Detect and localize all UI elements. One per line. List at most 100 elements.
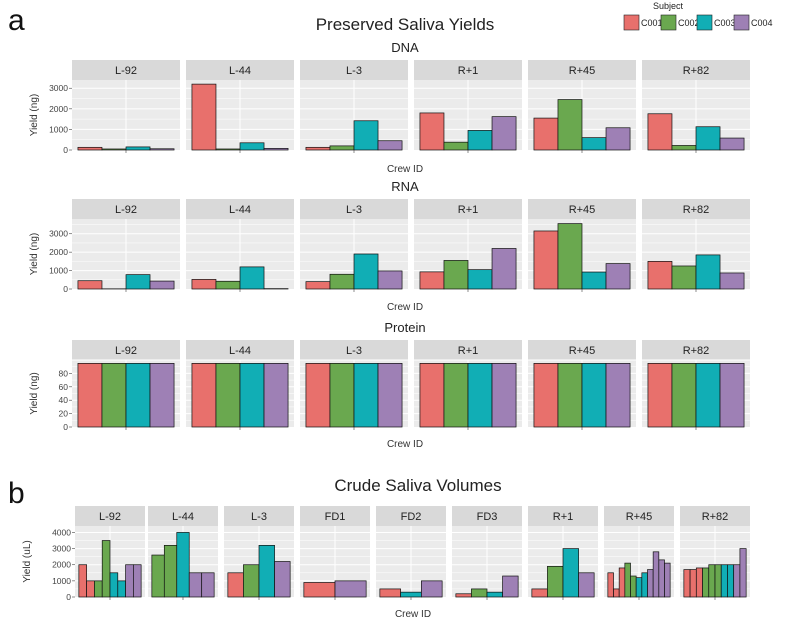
- bar-c004: [491, 363, 517, 428]
- facet-crude-saliva-volumes-r45: R+45: [604, 506, 674, 600]
- bar-c004: [719, 272, 745, 290]
- bar-c001: [305, 363, 331, 428]
- facet-label: FD3: [477, 511, 498, 523]
- bar-c002: [215, 363, 241, 428]
- bar-c003: [486, 591, 503, 598]
- facet-strip: [414, 60, 522, 80]
- facet-strip: [300, 60, 408, 80]
- crude-saliva-volumes-ytick-label: 1000: [52, 576, 71, 586]
- bar-c001: [689, 569, 697, 598]
- bar-c003: [239, 363, 265, 428]
- facet-crude-saliva-volumes-l3: L-3: [224, 506, 294, 600]
- facet-dna-r1: R+1: [414, 60, 522, 153]
- bar-c002: [714, 564, 722, 598]
- facet-rna-l44: L-44: [186, 199, 294, 292]
- bar-c002: [101, 540, 111, 598]
- bar-c002: [547, 565, 564, 598]
- crude-saliva-volumes-ytick-label: 0: [66, 592, 71, 602]
- bar-c001: [455, 593, 472, 598]
- bar-c004: [664, 562, 671, 598]
- title-crude-volumes: Crude Saliva Volumes: [334, 476, 501, 495]
- bar-c002: [443, 141, 469, 151]
- dna-ylabel: Yield (ng): [29, 94, 40, 136]
- facet-protein-l3: L-3: [300, 340, 408, 430]
- protein-ytick-label: 80: [59, 368, 69, 378]
- dna-ytick-label: 2000: [49, 104, 68, 114]
- bar-c001: [78, 564, 87, 598]
- crude-volume-panel: Yield (uL) 0 1000 2000 3000 4000 Crew ID L-92 L-…: [22, 506, 750, 620]
- bar-c003: [727, 564, 735, 598]
- facet-strip: [528, 199, 636, 219]
- facet-crude-saliva-volumes-r1: R+1: [528, 506, 598, 600]
- bar-c003: [467, 130, 493, 151]
- bar-c002: [471, 588, 488, 598]
- bar-c001: [86, 580, 95, 598]
- facet-strip: [642, 60, 750, 80]
- bar-c003: [400, 591, 422, 598]
- facet-label: R+82: [702, 511, 729, 523]
- bar-c004: [605, 127, 631, 151]
- facet-label: R+1: [458, 65, 479, 77]
- facet-protein-l44: L-44: [186, 340, 294, 430]
- facet-strip: [186, 60, 294, 80]
- facet-label: R+1: [553, 511, 574, 523]
- dna-panel: DNA Yield (ng) 0 1000 2000 3000 Crew ID L-92 L-4…: [29, 40, 750, 175]
- bar-c002: [557, 363, 583, 428]
- facet-label: L-92: [115, 204, 137, 216]
- rna-panel: RNA Yield (ng) 0 1000 2000 3000 Crew ID L-92 L-4…: [29, 179, 750, 313]
- bar-c001: [618, 567, 626, 598]
- facet-label: L-92: [115, 65, 137, 77]
- facet-rna-l3: L-3: [300, 199, 408, 292]
- protein-ytick-label: 0: [63, 422, 68, 432]
- legend-swatch-c003: [696, 14, 713, 31]
- facet-crude-saliva-volumes-l44: L-44: [148, 506, 218, 600]
- facet-strip: [414, 199, 522, 219]
- bar-c001: [419, 271, 445, 290]
- protein-xlabel: Crew ID: [387, 439, 423, 450]
- bar-c003: [125, 274, 151, 290]
- bar-c004: [263, 148, 289, 151]
- bar-c001: [533, 230, 559, 290]
- bar-c001: [613, 588, 620, 598]
- legend-swatch-c001: [623, 14, 640, 31]
- bar-c004: [605, 263, 631, 290]
- protein-panel: Protein Yield (ng) 0 20 40 60 80 Crew ID L-92 L-4…: [29, 320, 750, 450]
- facet-strip: [224, 506, 294, 526]
- facet-strip: [300, 506, 370, 526]
- bar-c003: [239, 142, 265, 151]
- bar-c001: [419, 363, 445, 428]
- facet-crude-saliva-volumes-fd2: FD2: [376, 506, 446, 600]
- bar-c004: [739, 548, 747, 598]
- bar-c001: [303, 582, 336, 598]
- crude-saliva-volumes-ytick-label: 2000: [52, 560, 71, 570]
- facet-protein-l92: L-92: [72, 340, 180, 430]
- facet-crude-saliva-volumes-l92: L-92: [75, 506, 145, 600]
- facet-strip: [642, 340, 750, 360]
- facet-protein-r82: R+82: [642, 340, 750, 430]
- bar-c003: [581, 137, 607, 151]
- facet-strip: [300, 199, 408, 219]
- bar-c001: [77, 280, 103, 290]
- legend-label-c001: C001: [641, 18, 663, 28]
- facet-crude-saliva-volumes-fd3: FD3: [452, 506, 522, 600]
- bar-c003: [695, 126, 721, 151]
- bar-c004: [133, 564, 142, 598]
- facet-label: L-3: [251, 511, 267, 523]
- dna-ytick-label: 3000: [49, 83, 68, 93]
- facet-label: L-3: [346, 204, 362, 216]
- bar-c002: [443, 363, 469, 428]
- bar-c001: [305, 281, 331, 290]
- crude-saliva-volumes-xlabel: Crew ID: [395, 609, 431, 620]
- bar-c003: [467, 269, 493, 290]
- facet-protein-r45: R+45: [528, 340, 636, 430]
- facet-strip: [604, 506, 674, 526]
- facet-crude-saliva-volumes-fd1: FD1: [300, 506, 370, 600]
- bar-c001: [647, 261, 673, 290]
- bar-c001: [191, 83, 217, 151]
- facet-label: R+82: [683, 204, 710, 216]
- bar-c001: [647, 113, 673, 151]
- bar-c004: [647, 569, 654, 598]
- facet-label: R+45: [569, 345, 596, 357]
- protein-ytick-label: 40: [59, 395, 69, 405]
- panel-b-letter: b: [8, 477, 25, 510]
